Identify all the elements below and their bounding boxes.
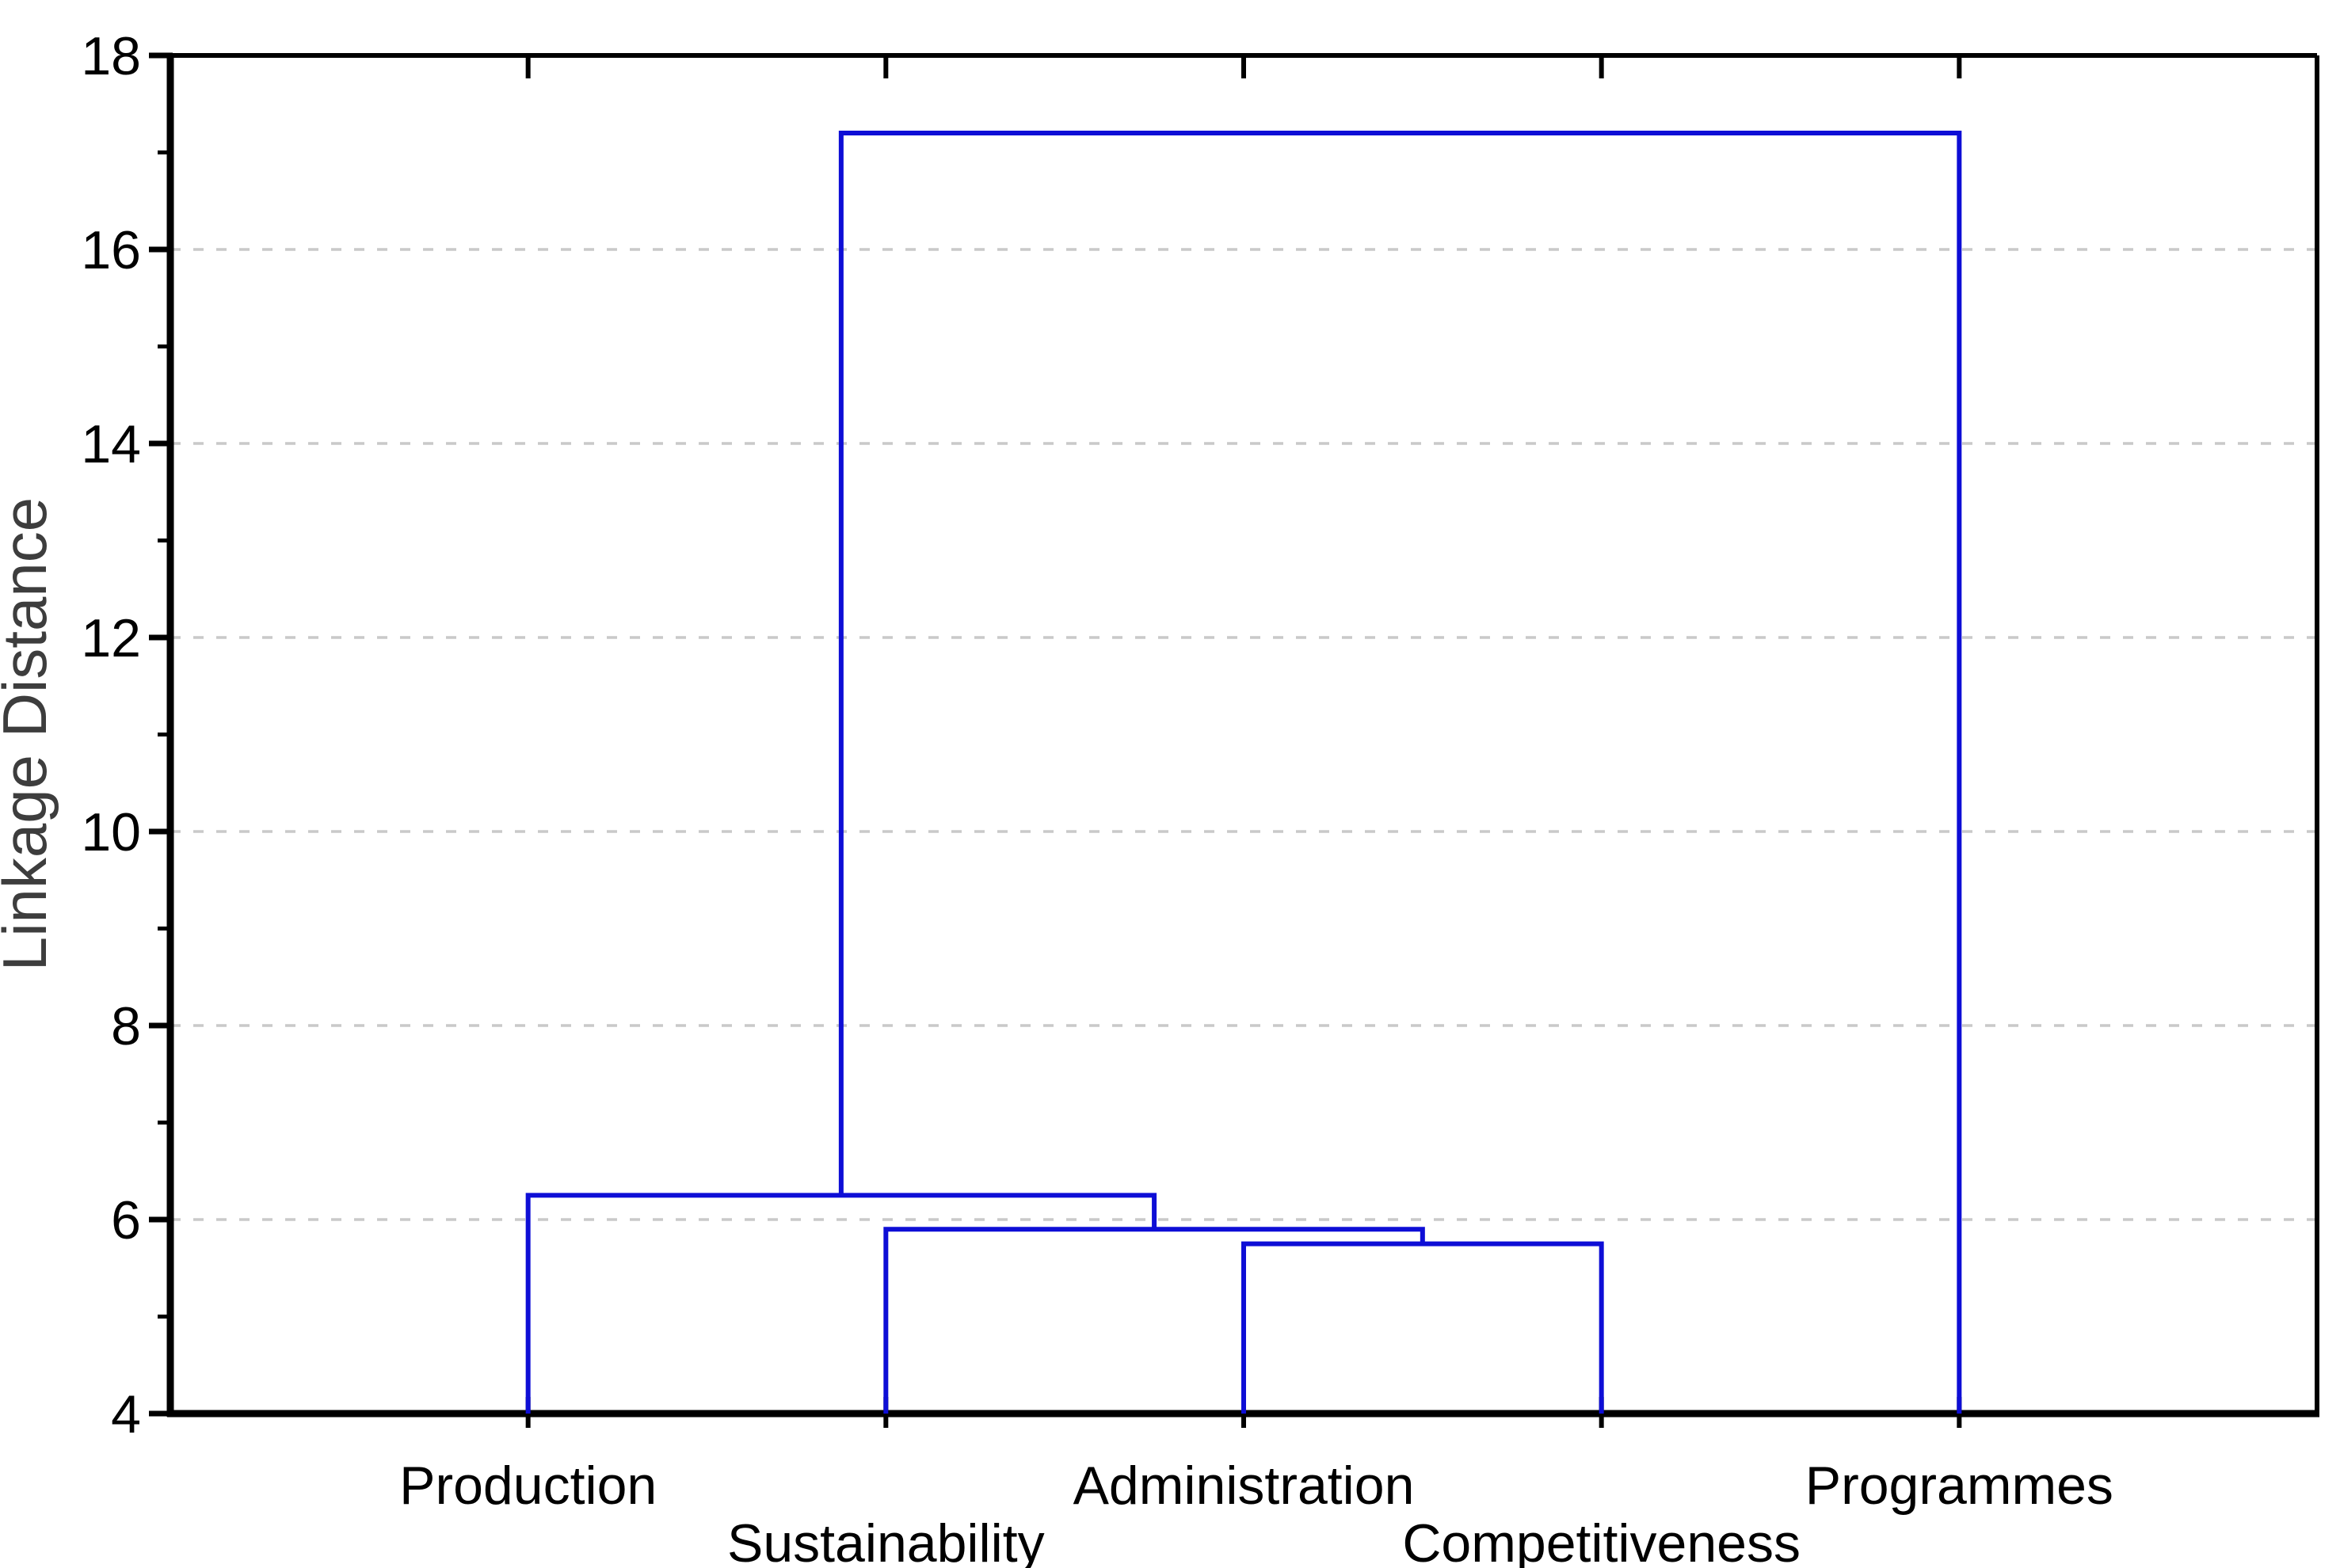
- dendrogram-link-1: [883, 1227, 1425, 1414]
- gridlines: [170, 248, 2317, 1221]
- leaf-label-production: Production: [399, 1456, 657, 1516]
- dendrogram-links: [525, 131, 1962, 1414]
- leaf-labels: Production Sustainability AdministrationCo…: [399, 1456, 2113, 1568]
- y-tick-label-8: 8: [111, 996, 141, 1056]
- y-tick-labels: 4 6 8 10 12 14 16 18: [81, 26, 141, 1444]
- dendrogram-link-3: [838, 131, 1962, 1414]
- y-tick-label-12: 12: [81, 608, 141, 668]
- y-tick-label-14: 14: [81, 414, 141, 474]
- leaf-label-competitiveness: Competitiveness: [1402, 1513, 1801, 1568]
- leaf-label-administration: Administration: [1073, 1456, 1415, 1516]
- y-tick-label-4: 4: [111, 1384, 141, 1444]
- plot-frame: [166, 53, 2319, 1418]
- dendrogram-link-2: [525, 1193, 1157, 1414]
- axis-ticks: [149, 52, 1962, 1428]
- dendrogram-link-0: [1241, 1241, 1604, 1414]
- leaf-label-sustainability: Sustainability: [727, 1513, 1045, 1568]
- y-axis-title: Linkage Distance: [0, 497, 59, 971]
- leaf-label-programmes: Programmes: [1805, 1456, 2113, 1516]
- y-tick-label-6: 6: [111, 1190, 141, 1250]
- y-tick-label-10: 10: [81, 802, 141, 862]
- y-tick-label-18: 18: [81, 26, 141, 86]
- y-tick-label-16: 16: [81, 220, 141, 280]
